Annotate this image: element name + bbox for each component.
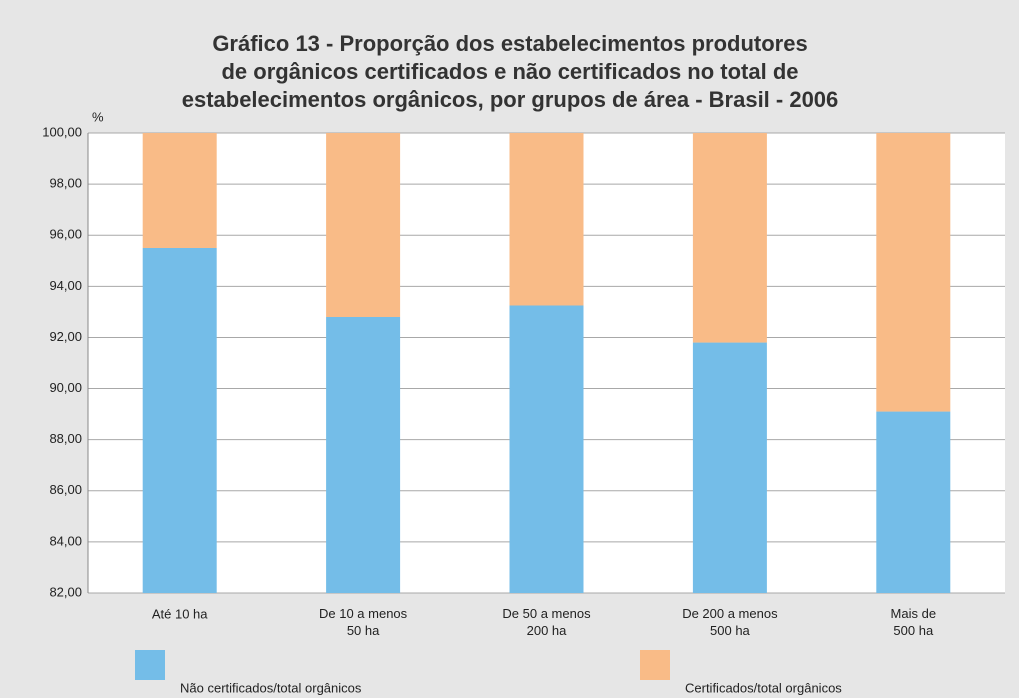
legend-swatch <box>640 650 670 680</box>
x-tick-label: De 50 a menos 200 ha <box>502 606 591 638</box>
bar-segment <box>692 342 767 593</box>
x-tick-label: De 10 a menos 50 ha <box>319 606 408 638</box>
bar-segment <box>692 133 767 343</box>
y-tick-label: 92,00 <box>49 329 82 344</box>
y-tick-label: 86,00 <box>49 482 82 497</box>
bar-segment <box>509 133 584 306</box>
legend-label: Certificados/total orgânicos <box>685 680 842 695</box>
y-tick-label: 90,00 <box>49 380 82 395</box>
bar-segment <box>142 248 217 593</box>
y-tick-label: 82,00 <box>49 584 82 599</box>
y-tick-label: 98,00 <box>49 176 82 191</box>
chart-title: Gráfico 13 - Proporção dos estabelecimen… <box>212 31 807 56</box>
bar-segment <box>876 411 951 593</box>
y-tick-label: 88,00 <box>49 431 82 446</box>
legend-label: Não certificados/total orgânicos <box>180 680 362 695</box>
y-tick-label: 96,00 <box>49 227 82 242</box>
bar-segment <box>876 133 951 412</box>
x-tick-label: Até 10 ha <box>152 606 208 621</box>
bar-segment <box>326 317 401 593</box>
y-tick-label: 100,00 <box>42 124 82 139</box>
y-axis-unit: % <box>92 109 104 124</box>
bar-segment <box>326 133 401 317</box>
x-tick-label: Mais de 500 ha <box>891 606 937 638</box>
y-tick-label: 94,00 <box>49 278 82 293</box>
chart-title: estabelecimentos orgânicos, por grupos d… <box>182 87 839 112</box>
legend-swatch <box>135 650 165 680</box>
bar-segment <box>142 133 217 248</box>
x-tick-label: De 200 a menos 500 ha <box>682 606 778 638</box>
chart-title: de orgânicos certificados e não certific… <box>221 59 798 84</box>
y-tick-label: 84,00 <box>49 533 82 548</box>
bar-segment <box>509 305 584 593</box>
